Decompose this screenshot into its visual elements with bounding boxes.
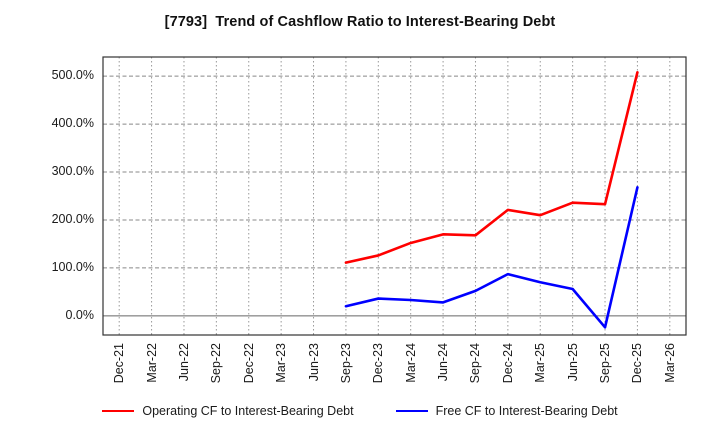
chart-title: [7793] Trend of Cashflow Ratio to Intere… <box>164 14 556 30</box>
x-tick-label: Dec-21 <box>112 343 127 384</box>
x-tick-label: Jun-23 <box>306 343 321 382</box>
legend-entry[interactable]: Free CF to Interest-Bearing Debt <box>395 404 618 418</box>
x-tick-label: Sep-23 <box>338 343 353 384</box>
x-tick-label: Dec-22 <box>241 343 256 384</box>
legend-color-swatch <box>395 410 428 412</box>
grid-lines <box>103 57 686 335</box>
y-tick-label: 200.0% <box>51 211 94 226</box>
x-tick-label: Dec-24 <box>500 343 515 384</box>
x-tick-label: Jun-25 <box>565 343 580 382</box>
axis-frame <box>102 56 687 336</box>
x-tick-label: Mar-22 <box>144 343 159 383</box>
plot-frame <box>102 56 687 336</box>
legend-color-swatch <box>102 410 135 412</box>
x-tick-label: Dec-25 <box>630 343 645 384</box>
legend-entry[interactable]: Operating CF to Interest-Bearing Debt <box>102 404 354 418</box>
y-tick-label: 300.0% <box>51 164 94 179</box>
series-line-0 <box>344 71 639 264</box>
data-series-layer <box>344 71 639 329</box>
y-tick-label: 0.0% <box>65 307 95 322</box>
x-tick-label: Jun-22 <box>176 343 191 382</box>
x-tick-label: Sep-22 <box>209 343 224 384</box>
chart-legend: Operating CF to Interest-Bearing Debt Fre… <box>0 404 720 418</box>
x-tick-label: Mar-25 <box>533 343 548 383</box>
series-line-1 <box>344 186 639 329</box>
legend-label: Operating CF to Interest-Bearing Debt <box>142 404 354 418</box>
x-tick-label: Dec-23 <box>371 343 386 384</box>
y-tick-label: 100.0% <box>51 259 94 274</box>
y-tick-label: 400.0% <box>51 116 94 131</box>
x-tick-label: Mar-24 <box>403 343 418 383</box>
legend-label: Free CF to Interest-Bearing Debt <box>435 404 618 418</box>
x-tick-label: Mar-23 <box>274 343 289 383</box>
x-tick-label: Mar-26 <box>662 343 677 383</box>
x-tick-label: Sep-24 <box>468 343 483 384</box>
x-tick-label: Sep-25 <box>598 343 613 384</box>
x-tick-label: Jun-24 <box>436 343 451 382</box>
y-tick-label: 500.0% <box>51 68 94 83</box>
